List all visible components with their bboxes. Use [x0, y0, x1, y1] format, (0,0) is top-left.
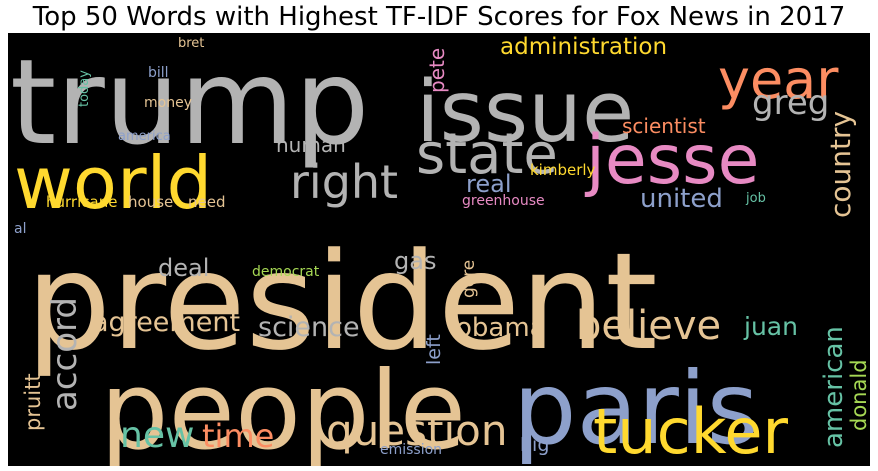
- word-emission: emission: [380, 442, 442, 458]
- word-scientist: scientist: [622, 114, 706, 138]
- word-greenhouse: greenhouse: [462, 193, 545, 209]
- word-pruitt: pruitt: [21, 373, 45, 431]
- word-new: new: [120, 415, 194, 456]
- word-jesse: jesse: [584, 121, 759, 200]
- word-job: job: [745, 191, 766, 206]
- word-president: president: [26, 224, 658, 380]
- word-obama: obama: [456, 313, 546, 343]
- word-year: year: [718, 48, 839, 111]
- word-house: house: [128, 193, 173, 211]
- word-issue: issue: [416, 63, 634, 162]
- word-world: world: [14, 141, 212, 225]
- word-paris: paris: [513, 350, 759, 466]
- word-bill: bill: [148, 65, 169, 81]
- word-kimberly: kimberly: [530, 161, 596, 179]
- word-country: country: [824, 111, 857, 218]
- word-democrat: democrat: [252, 264, 320, 280]
- word-human: human: [276, 133, 346, 157]
- word-money: money: [144, 95, 192, 111]
- word-cloud: president trump people paris issue world jesse…: [8, 33, 870, 466]
- word-trump: trump: [10, 33, 369, 171]
- word-gas: gas: [394, 247, 436, 275]
- word-greg: greg: [752, 83, 829, 123]
- word-agreement: agreement: [92, 307, 240, 338]
- word-bret: bret: [178, 36, 204, 51]
- word-deal: deal: [158, 254, 209, 282]
- word-donald: donald: [847, 359, 870, 431]
- word-left: left: [423, 334, 445, 365]
- word-question: question: [326, 406, 507, 455]
- word-tucker: tucker: [593, 395, 789, 466]
- word-american: american: [819, 326, 849, 448]
- word-today: today: [77, 70, 92, 107]
- word-juan: juan: [743, 312, 798, 341]
- word-big: big: [520, 434, 549, 456]
- word-science: science: [258, 312, 360, 343]
- word-accord: accord: [45, 297, 85, 411]
- word-state: state: [416, 122, 558, 187]
- word-united: united: [640, 184, 723, 214]
- word-believe: believe: [576, 303, 721, 349]
- word-people: people: [100, 349, 466, 466]
- word-pete: pete: [425, 48, 449, 93]
- word-real: real: [466, 170, 511, 198]
- chart-title: Top 50 Words with Highest TF-IDF Scores …: [32, 2, 846, 32]
- word-time: time: [202, 417, 274, 455]
- word-hurricane: hurricane: [46, 193, 117, 211]
- word-administration: administration: [500, 34, 667, 60]
- word-america: america: [118, 129, 171, 144]
- word-al: al: [14, 221, 26, 237]
- word-need: need: [188, 193, 226, 211]
- word-gore: gore: [459, 260, 479, 298]
- word-right: right: [290, 155, 398, 209]
